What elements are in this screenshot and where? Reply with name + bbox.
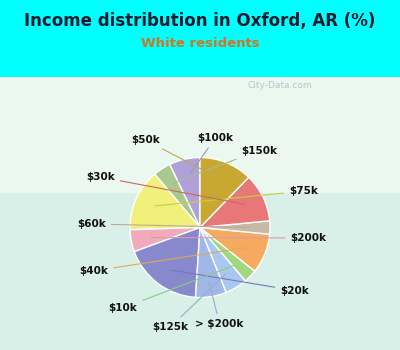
Text: $10k: $10k	[109, 265, 235, 313]
Wedge shape	[155, 164, 200, 228]
Text: $125k: $125k	[153, 274, 225, 332]
Wedge shape	[130, 228, 200, 252]
Text: $200k: $200k	[151, 233, 326, 243]
Wedge shape	[130, 174, 200, 230]
Wedge shape	[200, 228, 270, 271]
Text: $30k: $30k	[86, 172, 244, 204]
Text: $20k: $20k	[171, 270, 309, 295]
Text: $50k: $50k	[131, 135, 217, 177]
Text: > $200k: > $200k	[196, 282, 244, 329]
Wedge shape	[170, 158, 200, 228]
Wedge shape	[200, 158, 249, 228]
Wedge shape	[200, 228, 255, 281]
Text: $100k: $100k	[190, 133, 234, 174]
Text: City-Data.com: City-Data.com	[248, 81, 312, 90]
Text: White residents: White residents	[141, 37, 259, 50]
Wedge shape	[200, 221, 270, 234]
Text: Income distribution in Oxford, AR (%): Income distribution in Oxford, AR (%)	[24, 12, 376, 30]
Wedge shape	[200, 177, 270, 228]
Text: $60k: $60k	[77, 219, 250, 229]
Wedge shape	[134, 228, 200, 298]
Text: $40k: $40k	[79, 247, 246, 276]
Text: $75k: $75k	[155, 186, 318, 206]
Wedge shape	[200, 228, 245, 292]
Wedge shape	[196, 228, 226, 298]
Text: $150k: $150k	[174, 146, 278, 183]
